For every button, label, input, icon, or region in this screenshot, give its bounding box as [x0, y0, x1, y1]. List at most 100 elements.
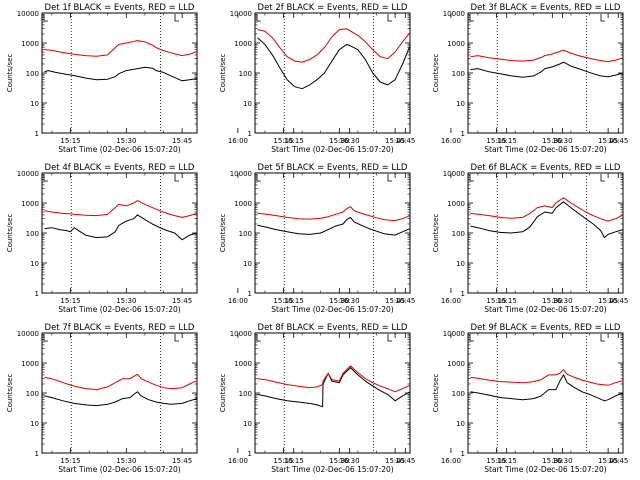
lld-series-line: [470, 49, 624, 63]
y-tick-label: 1: [35, 290, 39, 298]
events-series-line: [470, 374, 624, 402]
corner-marker: [387, 14, 392, 22]
x-axis-label: Start Time (02-Dec-06 15:07:20): [271, 145, 393, 154]
events-series-line: [44, 66, 198, 82]
y-tick-label: 100: [452, 70, 465, 78]
x-tick-label: 16:45: [395, 457, 415, 465]
y-tick-label: 1000: [447, 40, 465, 48]
detector-panel-3: Det 3f BLACK = Events, RED = LLD 1 10 100 10…: [432, 3, 624, 154]
y-tick-label: 100: [239, 70, 252, 78]
y-tick-label: 1000: [234, 360, 252, 368]
panel-title: Det 4f BLACK = Events, RED = LLD: [45, 163, 195, 173]
x-tick-label: 16:00: [441, 137, 461, 145]
corner-marker: [387, 334, 392, 342]
x-tick-label: 15:30: [116, 137, 136, 145]
x-tick-label: 15:15: [273, 137, 293, 145]
x-tick-label: 16:30: [552, 137, 572, 145]
x-tick-label: 16:00: [228, 297, 248, 305]
y-tick-label: 10000: [230, 170, 252, 178]
panel-title: Det 9f BLACK = Events, RED = LLD: [471, 323, 621, 333]
y-tick-label: 10000: [17, 170, 39, 178]
x-tick-label: 15:45: [172, 137, 192, 145]
x-tick-label: 15:30: [116, 457, 136, 465]
x-tick-label: 16:15: [497, 297, 517, 305]
plot-frame: [254, 332, 411, 454]
x-tick-label: 16:15: [497, 457, 517, 465]
y-tick-label: 1000: [234, 40, 252, 48]
y-tick-label: 100: [26, 70, 39, 78]
y-tick-label: 10: [243, 420, 252, 428]
x-tick-label: 15:30: [116, 297, 136, 305]
y-tick-label: 10: [243, 100, 252, 108]
y-tick-label: 1: [461, 450, 465, 458]
x-tick-label: 16:15: [497, 137, 517, 145]
x-tick-label: 16:00: [228, 137, 248, 145]
x-tick-label: 16:30: [552, 457, 572, 465]
y-tick-label: 1000: [447, 200, 465, 208]
x-tick-label: 15:15: [486, 137, 506, 145]
x-tick-label: 16:45: [608, 457, 628, 465]
y-tick-label: 1: [35, 130, 39, 138]
plot-frame: [467, 172, 624, 294]
y-tick-label: 10000: [443, 10, 465, 18]
lld-series-line: [257, 206, 411, 222]
x-tick-label: 15:15: [273, 297, 293, 305]
x-tick-label: 16:30: [339, 457, 359, 465]
y-tick-label: 10000: [17, 10, 39, 18]
x-tick-label: 16:15: [284, 137, 304, 145]
y-tick-label: 1000: [447, 360, 465, 368]
corner-marker: [174, 174, 179, 182]
y-tick-label: 10: [30, 260, 39, 268]
corner-marker: [469, 174, 474, 182]
lld-series-line: [257, 28, 411, 63]
x-tick-label: 15:45: [598, 297, 618, 305]
plot-frame: [254, 12, 411, 134]
y-tick-label: 1000: [21, 360, 39, 368]
lld-series-line: [44, 200, 198, 218]
x-tick-label: 16:00: [441, 457, 461, 465]
y-tick-label: 10: [456, 420, 465, 428]
y-tick-label: 1: [461, 290, 465, 298]
y-axis-label: Counts/sec: [432, 54, 440, 93]
corner-marker: [600, 14, 605, 22]
panel-title: Det 8f BLACK = Events, RED = LLD: [258, 323, 408, 333]
x-tick-label: 15:30: [542, 457, 562, 465]
y-tick-label: 100: [26, 230, 39, 238]
x-tick-label: 15:15: [273, 457, 293, 465]
y-tick-label: 1: [35, 450, 39, 458]
x-tick-label: 15:45: [598, 457, 618, 465]
x-tick-label: 16:45: [395, 137, 415, 145]
events-series-line: [470, 61, 624, 78]
panel-title: Det 7f BLACK = Events, RED = LLD: [45, 323, 195, 333]
corner-marker: [600, 174, 605, 182]
x-tick-label: 16:00: [228, 457, 248, 465]
x-tick-label: 16:30: [339, 137, 359, 145]
events-series-line: [44, 391, 198, 407]
panel-title: Det 3f BLACK = Events, RED = LLD: [471, 3, 621, 13]
detector-panel-6: Det 6f BLACK = Events, RED = LLD 1 10 100 10…: [432, 163, 624, 314]
y-tick-label: 100: [452, 230, 465, 238]
y-axis-label: Counts/sec: [219, 374, 227, 413]
lld-series-line: [44, 40, 198, 57]
y-tick-label: 100: [26, 390, 39, 398]
x-axis-label: Start Time (02-Dec-06 15:07:20): [58, 465, 180, 474]
x-tick-label: 15:15: [486, 297, 506, 305]
y-tick-label: 10: [243, 260, 252, 268]
corner-marker: [256, 334, 261, 342]
corner-marker: [469, 334, 474, 342]
plot-frame: [467, 12, 624, 134]
y-tick-label: 1: [248, 450, 252, 458]
y-tick-label: 10: [30, 100, 39, 108]
corner-marker: [174, 334, 179, 342]
x-tick-label: 16:00: [441, 297, 461, 305]
x-tick-label: 16:45: [608, 137, 628, 145]
detector-panel-7: Det 7f BLACK = Events, RED = LLD 1 10 100 10…: [6, 323, 415, 474]
y-tick-label: 1000: [21, 40, 39, 48]
y-tick-label: 10000: [230, 330, 252, 338]
y-tick-label: 10000: [17, 330, 39, 338]
lld-series-line: [470, 197, 624, 222]
x-tick-label: 15:45: [385, 297, 405, 305]
x-tick-label: 15:30: [542, 137, 562, 145]
x-tick-label: 15:45: [385, 137, 405, 145]
